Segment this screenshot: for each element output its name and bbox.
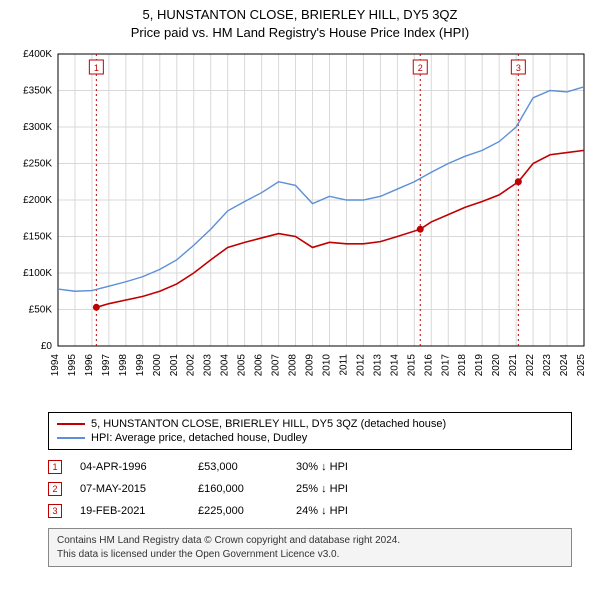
svg-text:2017: 2017 bbox=[440, 354, 451, 377]
chart-title-line1: 5, HUNSTANTON CLOSE, BRIERLEY HILL, DY5 … bbox=[8, 6, 592, 24]
event-price: £53,000 bbox=[198, 461, 278, 473]
legend-swatch bbox=[57, 423, 85, 425]
svg-text:£100K: £100K bbox=[23, 268, 52, 279]
svg-text:2015: 2015 bbox=[406, 354, 417, 377]
attribution-footer: Contains HM Land Registry data © Crown c… bbox=[48, 528, 572, 567]
svg-text:2021: 2021 bbox=[508, 354, 519, 377]
svg-text:1996: 1996 bbox=[84, 354, 95, 377]
event-date: 19-FEB-2021 bbox=[80, 505, 180, 517]
event-row: 2 07-MAY-2015 £160,000 25% ↓ HPI bbox=[48, 478, 572, 500]
figure-root: 5, HUNSTANTON CLOSE, BRIERLEY HILL, DY5 … bbox=[0, 0, 600, 575]
svg-text:£300K: £300K bbox=[23, 122, 52, 133]
event-date: 04-APR-1996 bbox=[80, 461, 180, 473]
event-marker-icon: 2 bbox=[48, 482, 62, 496]
svg-text:2011: 2011 bbox=[338, 354, 349, 376]
legend: 5, HUNSTANTON CLOSE, BRIERLEY HILL, DY5 … bbox=[48, 412, 572, 450]
line-chart-svg: £0 £50K £100K £150K £200K £250K £300K £350K £400… bbox=[8, 46, 592, 406]
legend-label: HPI: Average price, detached house, Dudl… bbox=[91, 432, 307, 444]
svg-text:1998: 1998 bbox=[118, 354, 129, 377]
legend-item: HPI: Average price, detached house, Dudl… bbox=[57, 431, 563, 445]
svg-text:£250K: £250K bbox=[23, 159, 52, 170]
event-delta: 25% ↓ HPI bbox=[296, 483, 396, 495]
svg-text:2004: 2004 bbox=[220, 354, 231, 377]
svg-text:2009: 2009 bbox=[305, 354, 316, 377]
svg-text:2019: 2019 bbox=[474, 354, 485, 377]
svg-text:2024: 2024 bbox=[559, 354, 570, 377]
svg-text:2000: 2000 bbox=[152, 354, 163, 377]
svg-text:£150K: £150K bbox=[23, 232, 52, 243]
svg-text:2020: 2020 bbox=[491, 354, 502, 377]
svg-text:1997: 1997 bbox=[101, 354, 112, 377]
svg-text:£0: £0 bbox=[41, 341, 53, 352]
footer-line1: Contains HM Land Registry data © Crown c… bbox=[57, 534, 563, 548]
event-delta: 30% ↓ HPI bbox=[296, 461, 396, 473]
svg-text:£200K: £200K bbox=[23, 195, 52, 206]
event-row: 3 19-FEB-2021 £225,000 24% ↓ HPI bbox=[48, 500, 572, 522]
event-marker-icon: 1 bbox=[48, 460, 62, 474]
legend-label: 5, HUNSTANTON CLOSE, BRIERLEY HILL, DY5 … bbox=[91, 418, 446, 430]
svg-text:2010: 2010 bbox=[321, 354, 332, 377]
svg-text:1995: 1995 bbox=[67, 354, 78, 377]
svg-text:2008: 2008 bbox=[288, 354, 299, 377]
svg-text:2016: 2016 bbox=[423, 354, 434, 377]
svg-text:£400K: £400K bbox=[23, 49, 52, 60]
event-date: 07-MAY-2015 bbox=[80, 483, 180, 495]
svg-text:2003: 2003 bbox=[203, 354, 214, 377]
event-marker-icon: 3 bbox=[48, 504, 62, 518]
svg-text:1994: 1994 bbox=[50, 354, 61, 377]
svg-text:2022: 2022 bbox=[525, 354, 536, 377]
svg-text:1999: 1999 bbox=[135, 354, 146, 377]
svg-text:£50K: £50K bbox=[29, 305, 53, 316]
svg-text:2002: 2002 bbox=[186, 354, 197, 377]
event-price: £225,000 bbox=[198, 505, 278, 517]
chart-title-line2: Price paid vs. HM Land Registry's House … bbox=[8, 24, 592, 42]
svg-text:2013: 2013 bbox=[372, 354, 383, 377]
svg-text:2: 2 bbox=[418, 63, 423, 73]
svg-text:2025: 2025 bbox=[576, 354, 587, 377]
svg-text:2014: 2014 bbox=[389, 354, 400, 377]
svg-text:2012: 2012 bbox=[355, 354, 366, 377]
svg-text:2005: 2005 bbox=[237, 354, 248, 377]
event-row: 1 04-APR-1996 £53,000 30% ↓ HPI bbox=[48, 456, 572, 478]
svg-text:2023: 2023 bbox=[542, 354, 553, 377]
legend-item: 5, HUNSTANTON CLOSE, BRIERLEY HILL, DY5 … bbox=[57, 417, 563, 431]
svg-text:1: 1 bbox=[94, 63, 99, 73]
legend-swatch bbox=[57, 437, 85, 439]
svg-text:3: 3 bbox=[516, 63, 521, 73]
svg-text:2006: 2006 bbox=[254, 354, 265, 377]
chart-area: £0 £50K £100K £150K £200K £250K £300K £350K £400… bbox=[8, 46, 592, 406]
events-table: 1 04-APR-1996 £53,000 30% ↓ HPI 2 07-MAY-2015… bbox=[48, 456, 572, 522]
event-price: £160,000 bbox=[198, 483, 278, 495]
event-delta: 24% ↓ HPI bbox=[296, 505, 396, 517]
svg-text:2007: 2007 bbox=[271, 354, 282, 377]
svg-text:2001: 2001 bbox=[169, 354, 180, 377]
svg-text:2018: 2018 bbox=[457, 354, 468, 377]
svg-text:£350K: £350K bbox=[23, 86, 52, 97]
footer-line2: This data is licensed under the Open Gov… bbox=[57, 548, 563, 562]
